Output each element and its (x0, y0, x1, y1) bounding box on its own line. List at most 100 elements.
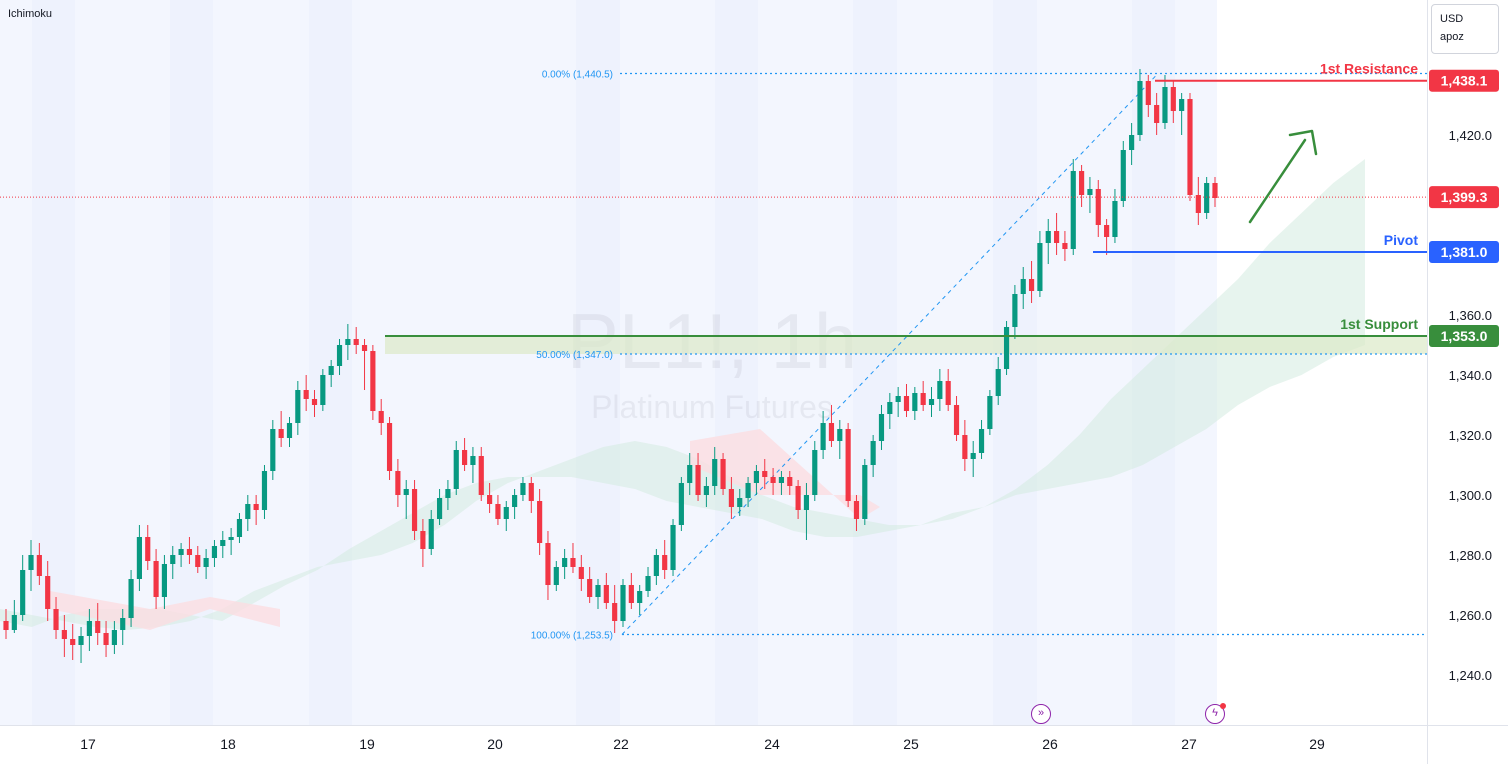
candle-body (320, 375, 326, 405)
candle-body (170, 555, 176, 564)
candle-body (220, 540, 226, 546)
candle-body (1137, 81, 1143, 135)
candle-body (303, 390, 309, 399)
candle-body (637, 591, 643, 603)
candle-body (478, 456, 484, 495)
candle-body (28, 555, 34, 570)
candle-body (1045, 231, 1051, 243)
candle-body (937, 381, 943, 399)
candle-body (928, 399, 935, 405)
candle-body (61, 630, 67, 639)
candle-body (887, 402, 893, 414)
candle-body (1020, 279, 1026, 294)
candle-body (653, 555, 659, 576)
y-tick-label: 1,340.0 (1449, 368, 1492, 383)
candle-body (295, 390, 301, 423)
candle-body (1087, 189, 1093, 195)
price-badge-label: 1,381.0 (1441, 244, 1488, 260)
fibonacci-retracement[interactable]: 0.00% (1,440.5) 50.00% (1,347.0) 100.00% (… (531, 70, 1427, 642)
candle-body (728, 489, 734, 507)
candle-body (278, 429, 284, 438)
y-tick-label: 1,260.0 (1449, 608, 1492, 623)
session-band (620, 0, 715, 725)
y-tick-label: 1,320.0 (1449, 428, 1492, 443)
candle-body (870, 441, 876, 465)
candle-body (195, 555, 201, 567)
candle-body (678, 483, 684, 525)
candle-body (995, 369, 1001, 396)
candle-body (862, 465, 868, 519)
candle-body (562, 558, 568, 567)
x-tick-label: 27 (1181, 736, 1197, 752)
indicator-label[interactable]: Ichimoku (8, 8, 53, 20)
candle-body (1212, 183, 1218, 198)
candle-body (136, 537, 142, 579)
currency-sub: apoz (1440, 31, 1464, 43)
candle-body (1120, 150, 1126, 201)
candle-body (1003, 327, 1010, 369)
candle-body (687, 465, 693, 483)
candle-body (403, 489, 409, 495)
candle-body (837, 429, 843, 441)
lightning-circle-icon[interactable]: ϟ (1205, 703, 1226, 724)
candle-body (95, 621, 101, 633)
x-tick-label: 18 (220, 736, 236, 752)
candle-body (436, 498, 443, 519)
trend-arrow-shaft (1248, 138, 1307, 224)
candle-body (78, 636, 84, 645)
candle-body (70, 639, 76, 645)
fib-label: 50.00% (1,347.0) (536, 350, 613, 361)
x-tick-label: 22 (613, 736, 629, 752)
candle-body (545, 543, 551, 585)
candle-body (753, 471, 759, 483)
candle-body (737, 498, 743, 507)
support-zone-fill (385, 336, 1427, 354)
candle-body (370, 351, 376, 411)
candle-body (470, 456, 476, 465)
candle-body (11, 615, 17, 630)
candle-body (1062, 243, 1068, 249)
candle-body (978, 429, 985, 453)
x-axis[interactable]: 17 18 19 20 22 24 25 26 27 29 (0, 725, 1508, 753)
candle-body (378, 411, 384, 423)
price-badge (1429, 186, 1499, 209)
currency-selector[interactable]: USD apoz (1431, 4, 1499, 54)
price-badge (1429, 69, 1499, 92)
candle-body (311, 399, 318, 405)
candle-body (912, 393, 918, 411)
candle-body (1070, 171, 1076, 249)
candle-body (895, 396, 901, 402)
candle-body (770, 477, 776, 483)
candle-body (512, 495, 518, 507)
fib-trendline (621, 73, 1159, 635)
candle-body (778, 477, 785, 483)
candle-body (962, 435, 968, 459)
levels[interactable]: 1st Resistance Pivot 1st Support (0, 61, 1427, 337)
candle-body (1129, 135, 1135, 150)
x-tick-label: 25 (903, 736, 919, 752)
candle-body (1170, 87, 1176, 111)
candle-body (812, 450, 818, 495)
candle-body (503, 507, 509, 519)
candle-body (120, 618, 126, 630)
candle-body (703, 486, 709, 495)
candle-body (20, 570, 26, 615)
session-band (993, 0, 1037, 725)
candle-body (103, 633, 109, 645)
candle-body (86, 621, 92, 636)
candle-body (411, 489, 418, 531)
y-tick-label: 1,280.0 (1449, 548, 1492, 563)
alert-dot (1220, 703, 1226, 709)
y-axis[interactable]: 1,240.0 1,260.0 1,280.0 1,300.0 1,320.0 1,340… (1427, 0, 1493, 764)
candle-body (420, 531, 426, 549)
cloud-bear-fill (50, 591, 280, 630)
arrow-circle-icon[interactable]: » (1031, 704, 1051, 724)
candle-body (645, 576, 651, 591)
candle-body (953, 405, 960, 435)
candle-body (603, 585, 609, 603)
session-band (309, 0, 352, 725)
fib-label: 0.00% (1,440.5) (542, 70, 613, 81)
candle-body (1053, 231, 1060, 243)
